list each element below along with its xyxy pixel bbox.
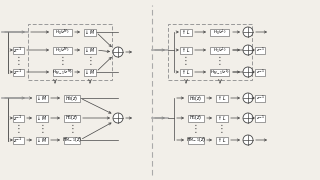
- Text: $z^{-1}$: $z^{-1}$: [13, 113, 23, 123]
- Text: ⋮: ⋮: [13, 124, 23, 134]
- Bar: [211, 46, 229, 53]
- Bar: [211, 28, 229, 35]
- Bar: [64, 94, 80, 102]
- Bar: [188, 136, 204, 143]
- Bar: [216, 94, 228, 102]
- Text: $H_1(z^L)$: $H_1(z^L)$: [213, 45, 227, 55]
- Text: $H_0(z^L)$: $H_0(z^L)$: [213, 27, 227, 37]
- Bar: [216, 136, 228, 143]
- Text: $\downarrow M$: $\downarrow M$: [36, 114, 48, 122]
- Text: ⋮: ⋮: [13, 56, 23, 66]
- Text: $H_1(z^M)$: $H_1(z^M)$: [55, 45, 69, 55]
- Text: $\uparrow L$: $\uparrow L$: [217, 136, 227, 144]
- Circle shape: [243, 113, 253, 123]
- Bar: [36, 136, 48, 143]
- Bar: [255, 94, 265, 102]
- Circle shape: [113, 113, 123, 123]
- Bar: [28, 24, 112, 80]
- Text: $z^{-1}$: $z^{-1}$: [256, 93, 264, 103]
- Bar: [180, 69, 192, 75]
- Bar: [188, 94, 204, 102]
- Bar: [211, 69, 229, 75]
- Bar: [12, 114, 23, 122]
- Bar: [84, 46, 96, 53]
- Text: $z^{-1}$: $z^{-1}$: [13, 67, 23, 77]
- Bar: [36, 114, 48, 122]
- Circle shape: [243, 67, 253, 77]
- Text: $\uparrow L$: $\uparrow L$: [217, 94, 227, 102]
- Text: ⋮: ⋮: [57, 56, 67, 66]
- Text: ⋮: ⋮: [191, 124, 201, 134]
- Bar: [36, 94, 48, 102]
- Circle shape: [243, 27, 253, 37]
- Bar: [12, 46, 23, 53]
- Text: $H_1(z)$: $H_1(z)$: [65, 114, 79, 123]
- Text: $z^{-1}$: $z^{-1}$: [256, 45, 264, 55]
- Text: $\downarrow M$: $\downarrow M$: [36, 94, 48, 102]
- Bar: [255, 69, 265, 75]
- Text: $\downarrow M$: $\downarrow M$: [84, 46, 96, 54]
- Text: $\uparrow L$: $\uparrow L$: [181, 68, 191, 76]
- Text: $\uparrow L$: $\uparrow L$: [181, 28, 191, 36]
- Bar: [188, 114, 204, 122]
- Bar: [12, 136, 23, 143]
- Circle shape: [243, 135, 253, 145]
- Text: $z^{-1}$: $z^{-1}$: [13, 135, 23, 145]
- Text: $H_{M-1}(z^M)$: $H_{M-1}(z^M)$: [52, 67, 72, 77]
- Bar: [12, 69, 23, 75]
- Bar: [64, 114, 80, 122]
- Text: $\downarrow M$: $\downarrow M$: [36, 136, 48, 144]
- Text: $H_0(z^M)$: $H_0(z^M)$: [55, 27, 69, 37]
- Text: $H_{M-1}(z)$: $H_{M-1}(z)$: [62, 136, 82, 145]
- Bar: [255, 46, 265, 53]
- Text: ⋮: ⋮: [217, 124, 227, 134]
- Text: $H_1(z)$: $H_1(z)$: [189, 114, 203, 123]
- Text: ⋮: ⋮: [181, 56, 191, 66]
- Bar: [255, 114, 265, 122]
- Text: ⋮: ⋮: [215, 56, 225, 66]
- Bar: [52, 46, 71, 53]
- Bar: [52, 28, 71, 35]
- Bar: [168, 24, 252, 80]
- Bar: [216, 114, 228, 122]
- Circle shape: [113, 47, 123, 57]
- Circle shape: [243, 93, 253, 103]
- Text: $\uparrow L$: $\uparrow L$: [217, 114, 227, 122]
- Text: $z^{-1}$: $z^{-1}$: [256, 67, 264, 77]
- Text: ⋮: ⋮: [85, 56, 95, 66]
- Text: $H_0(z)$: $H_0(z)$: [189, 93, 203, 102]
- Bar: [180, 46, 192, 53]
- Bar: [84, 69, 96, 75]
- Text: $z^{-1}$: $z^{-1}$: [13, 45, 23, 55]
- Bar: [52, 69, 71, 75]
- Text: $z^{-1}$: $z^{-1}$: [256, 113, 264, 123]
- Circle shape: [243, 45, 253, 55]
- Bar: [84, 28, 96, 35]
- Text: ⋮: ⋮: [67, 124, 77, 134]
- Bar: [180, 28, 192, 35]
- Text: $H_{M-1}(z)$: $H_{M-1}(z)$: [186, 136, 206, 145]
- Text: $H_{M-1}(z^L)$: $H_{M-1}(z^L)$: [210, 67, 230, 77]
- Text: $\downarrow M$: $\downarrow M$: [84, 28, 96, 36]
- Bar: [64, 136, 80, 143]
- Text: $\uparrow L$: $\uparrow L$: [181, 46, 191, 54]
- Text: ⋮: ⋮: [37, 124, 47, 134]
- Text: $H_0(z)$: $H_0(z)$: [65, 93, 79, 102]
- Text: $\downarrow M$: $\downarrow M$: [84, 68, 96, 76]
